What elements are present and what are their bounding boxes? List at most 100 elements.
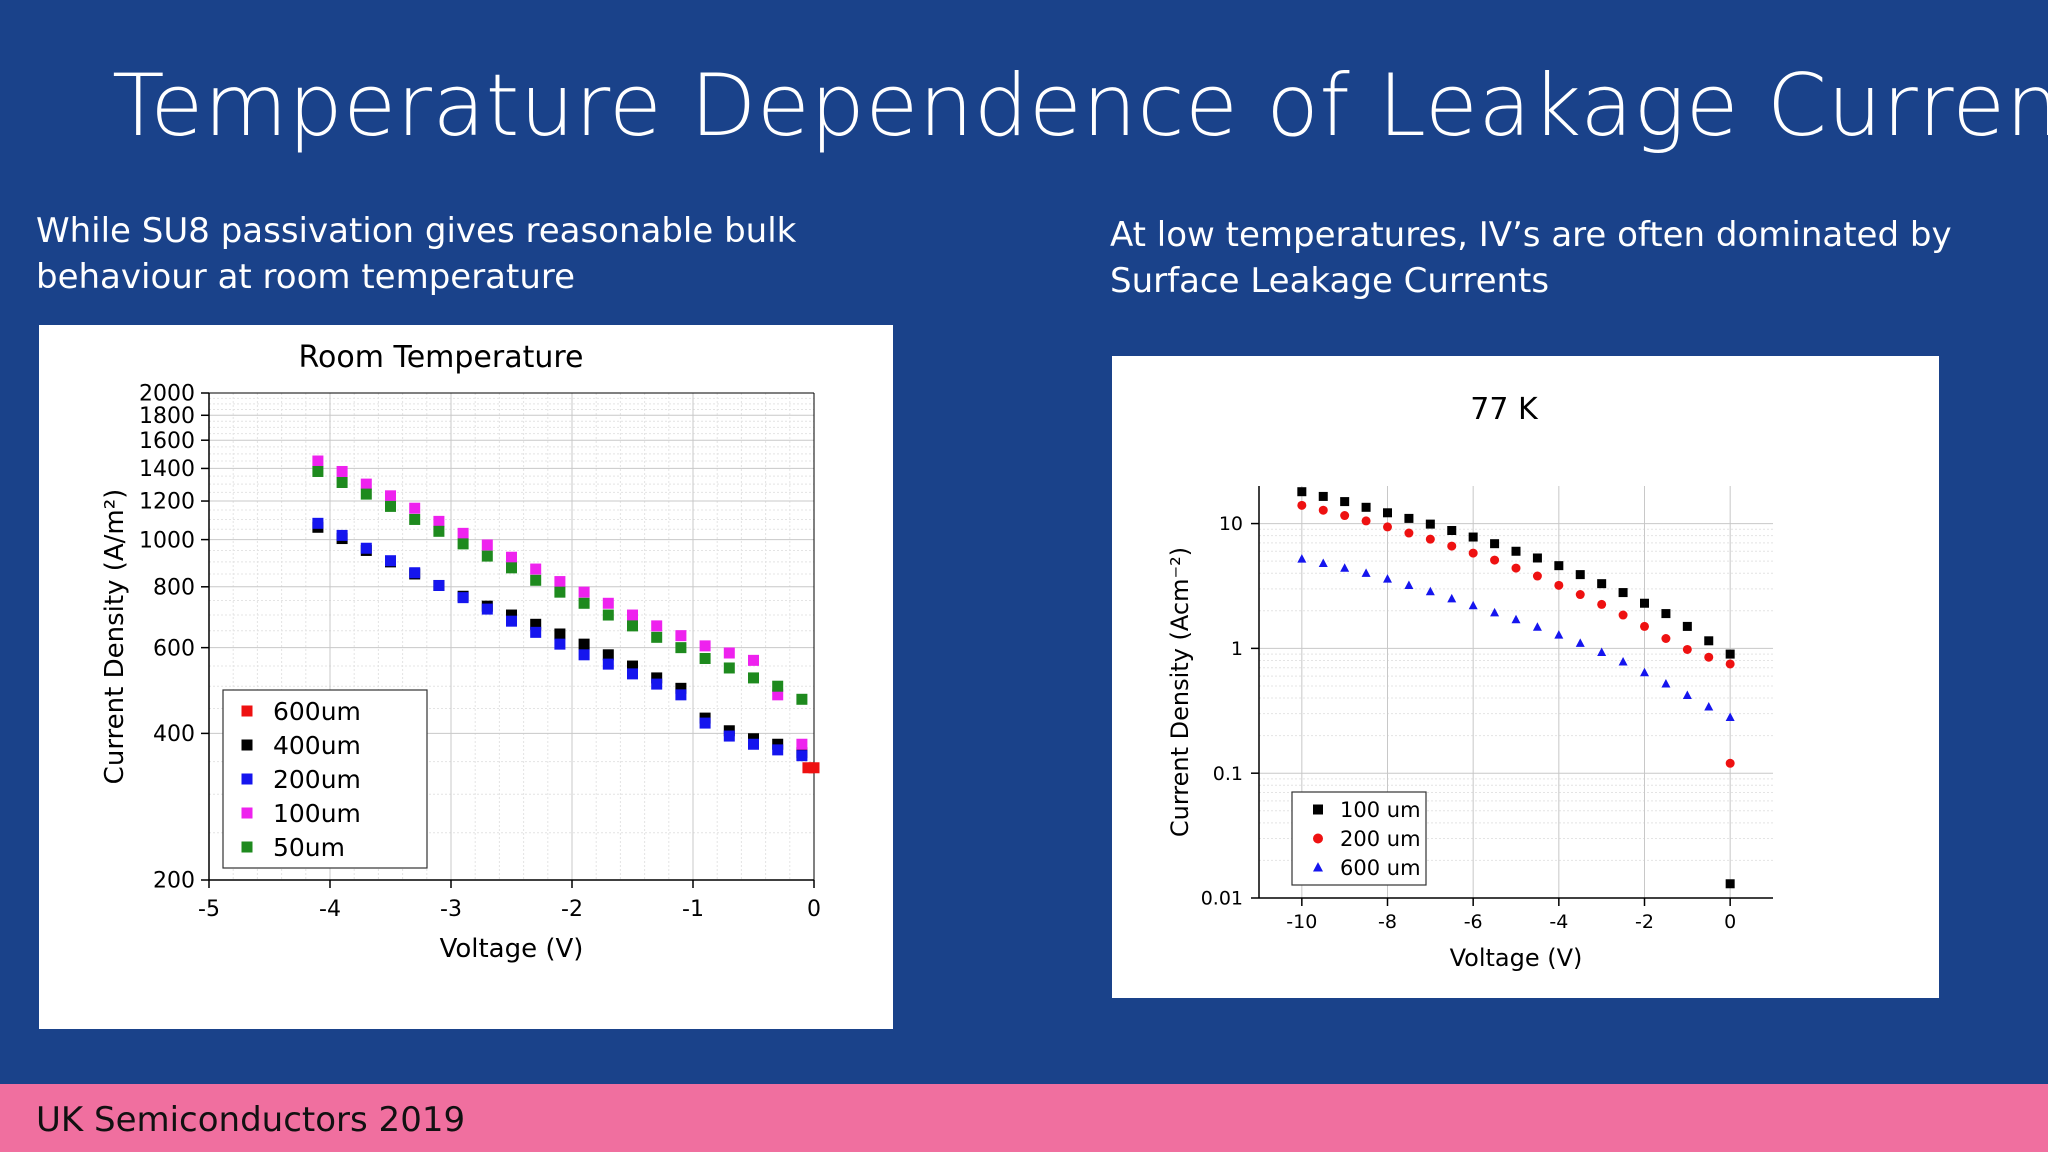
data-point-600-um — [1490, 607, 1500, 617]
data-point-100-um — [1661, 609, 1671, 619]
data-point-100-um — [1404, 513, 1414, 523]
y-tick-label: 10 — [1219, 513, 1243, 535]
chart-title: 77 K — [1470, 392, 1539, 427]
data-point-100-um — [1554, 561, 1564, 571]
data-point-600-um — [1682, 690, 1692, 700]
chart-title: Room Temperature — [299, 340, 584, 375]
data-point-50um — [360, 488, 372, 500]
legend-marker-600-um — [1313, 862, 1323, 872]
data-point-200-um — [1468, 548, 1478, 558]
data-point-400um — [530, 618, 542, 630]
data-point-200-um — [1532, 571, 1542, 581]
data-point-50um — [723, 662, 735, 674]
y-tick-label: 0.1 — [1213, 763, 1243, 785]
data-point-200um — [723, 730, 735, 742]
data-point-200um — [578, 649, 590, 661]
data-point-400um — [506, 609, 517, 621]
y-axis-label: Current Density (Acm⁻²) — [1166, 547, 1194, 837]
data-point-400um — [602, 649, 614, 661]
y-tick-label: 1000 — [139, 528, 195, 553]
data-point-50um — [675, 642, 687, 654]
x-tick-label: -2 — [561, 897, 583, 922]
legend-label-200um: 200um — [273, 765, 361, 794]
y-tick-label: 400 — [153, 722, 195, 747]
data-point-200-um — [1554, 580, 1564, 590]
data-point-50um — [748, 672, 759, 684]
data-point-200-um — [1661, 633, 1671, 643]
data-point-50um — [602, 609, 614, 621]
y-tick-label: 600 — [153, 636, 195, 661]
data-point-100um — [336, 465, 348, 477]
data-point-100um — [723, 647, 735, 659]
room-temperature-chart-panel: -5 -4 -3 -2 -1 0 200 400 600 800 1000 1200 1400 1600 1… — [39, 325, 893, 1029]
legend-marker-200-um — [1313, 833, 1323, 844]
data-point-600-um — [1511, 614, 1521, 624]
data-point-50um — [312, 465, 324, 477]
data-point-100-um — [1297, 487, 1307, 497]
legend-marker-100um — [241, 807, 253, 819]
data-point-200-um — [1425, 534, 1435, 544]
legend-marker-100-um — [1313, 804, 1323, 815]
data-point-100um — [385, 490, 396, 502]
legend-label-200-um: 200 um — [1340, 827, 1421, 851]
data-point-200um — [360, 542, 372, 554]
data-point-200um — [385, 555, 396, 567]
data-point-50um — [457, 538, 469, 550]
y-axis-label: Current Density (A/m²) — [100, 489, 130, 785]
data-point-100-um — [1340, 497, 1350, 507]
data-point-600-um — [1468, 600, 1478, 610]
data-point-100um — [772, 689, 784, 701]
data-point-100-um — [1490, 539, 1500, 549]
data-point-600um — [808, 762, 820, 774]
data-point-100um — [699, 640, 711, 652]
data-point-50um — [772, 680, 784, 692]
data-point-200um — [675, 689, 687, 701]
data-point-400um — [675, 682, 687, 694]
data-point-200um — [481, 603, 493, 615]
data-point-100um — [602, 597, 614, 609]
data-point-200um — [530, 626, 542, 638]
data-point-600-um — [1383, 574, 1392, 583]
x-tick-label: 0 — [807, 897, 821, 922]
legend-marker-400um — [241, 739, 253, 751]
data-point-100-um — [1618, 588, 1628, 598]
data-point-600-um — [1425, 586, 1435, 596]
data-point-100-um — [1425, 519, 1435, 529]
data-point-200um — [602, 658, 614, 670]
left-caption: While SU8 passivation gives reasonable b… — [36, 211, 797, 297]
data-point-50um — [433, 525, 445, 537]
legend-box — [222, 689, 428, 869]
x-tick-label: -2 — [1635, 911, 1654, 933]
77k-chart-panel: -10 -8 -6 -4 -2 0 0.01 0.1 1 10 77 K Voltage (V) Cur… — [1112, 356, 1939, 998]
data-point-100-um — [1640, 598, 1649, 608]
data-point-200um — [433, 579, 445, 591]
data-point-100-um — [1383, 508, 1392, 518]
data-point-100um — [748, 654, 759, 666]
footer-bar: UK Semiconductors 2019 — [0, 1084, 2048, 1152]
data-point-50um — [627, 620, 638, 632]
data-point-50um — [530, 574, 542, 586]
legend-label-50um: 50um — [273, 833, 345, 862]
data-point-200um — [772, 744, 784, 756]
data-point-50um — [481, 550, 493, 562]
data-point-50um — [699, 652, 711, 664]
data-point-100um — [481, 539, 493, 551]
data-point-200-um — [1704, 652, 1714, 662]
data-point-50um — [336, 476, 348, 488]
data-point-100um — [360, 478, 372, 490]
x-tick-label: -4 — [1549, 911, 1568, 933]
right-caption: At low temperatures, IV’s are often domi… — [1110, 215, 1952, 301]
y-tick-label: 800 — [153, 575, 195, 600]
data-point-200um — [651, 678, 663, 690]
data-point-600-um — [1618, 656, 1628, 666]
x-tick-label: -3 — [440, 897, 462, 922]
data-point-100-um — [1532, 553, 1542, 563]
data-point-100-um — [1597, 579, 1607, 589]
data-point-200-um — [1297, 500, 1307, 510]
data-point-200um — [748, 738, 759, 750]
legend-label-600um: 600um — [273, 697, 361, 726]
x-axis-label: Voltage (V) — [440, 934, 584, 964]
data-point-100-um — [1725, 879, 1735, 889]
data-point-100um — [312, 455, 324, 467]
data-point-600-um — [1447, 593, 1457, 603]
